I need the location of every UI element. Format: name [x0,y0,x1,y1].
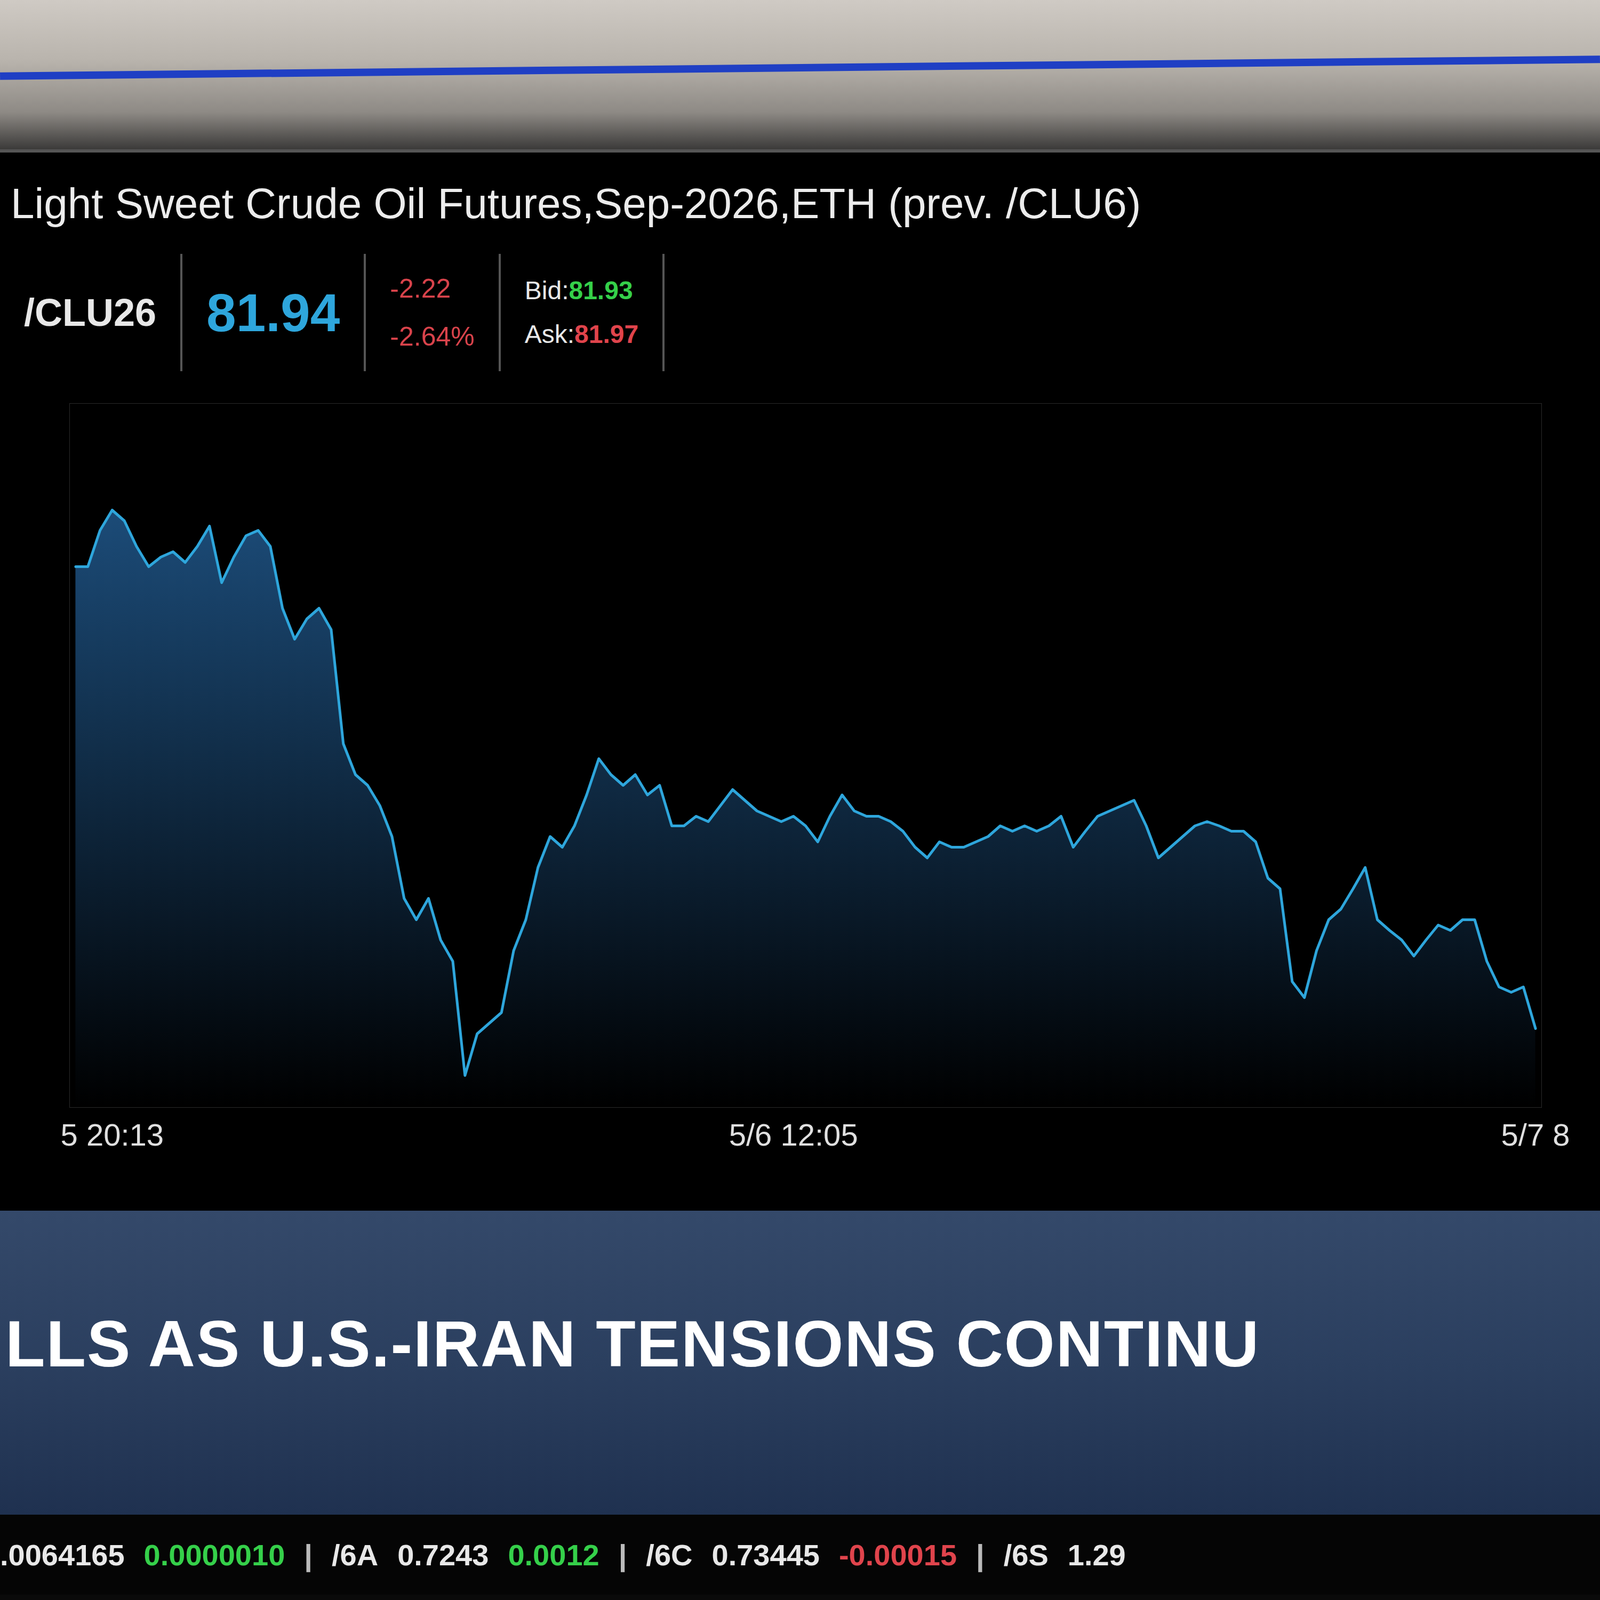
html-text:/6S: /6S [1003,1537,1049,1572]
html-text:LLS AS U.S.-IRAN TENSIONS CONT: LLS AS U.S.-IRAN TENSIONS CONTINU [5,1307,1260,1381]
html-text:-0.00015: -0.00015 [838,1537,957,1572]
svg-text:5 20:13: 5 20:13 [60,1117,165,1152]
html-text:/6C: /6C [646,1537,693,1572]
html-text:.0064165: .0064165 [0,1537,125,1572]
html-text:Light Sweet Crude Oil Futures,: Light Sweet Crude Oil Futures,Sep-2026,E… [10,179,1142,228]
html-text:0.0000010: 0.0000010 [143,1537,285,1572]
html-text:0.7243: 0.7243 [397,1537,489,1572]
html-text:1.29: 1.29 [1067,1537,1126,1572]
html-text:/6A: /6A [331,1537,379,1572]
html-text:Ask: 81.97: Ask: 81.97 [524,320,639,349]
html-text:-2.64%: -2.64% [390,321,475,352]
html-text:-2.22: -2.22 [390,273,451,304]
svg-text:5/7 8: 5/7 8 [1501,1117,1571,1152]
html-text:81.94: 81.94 [206,282,340,343]
svg-text:5/6 12:05: 5/6 12:05 [729,1117,859,1152]
html-text:0.0012: 0.0012 [507,1537,600,1572]
html-text:Bid: 81.93: Bid: 81.93 [524,276,633,305]
html-text:0.73445: 0.73445 [711,1537,820,1572]
html-text:/CLU26: /CLU26 [24,291,157,334]
